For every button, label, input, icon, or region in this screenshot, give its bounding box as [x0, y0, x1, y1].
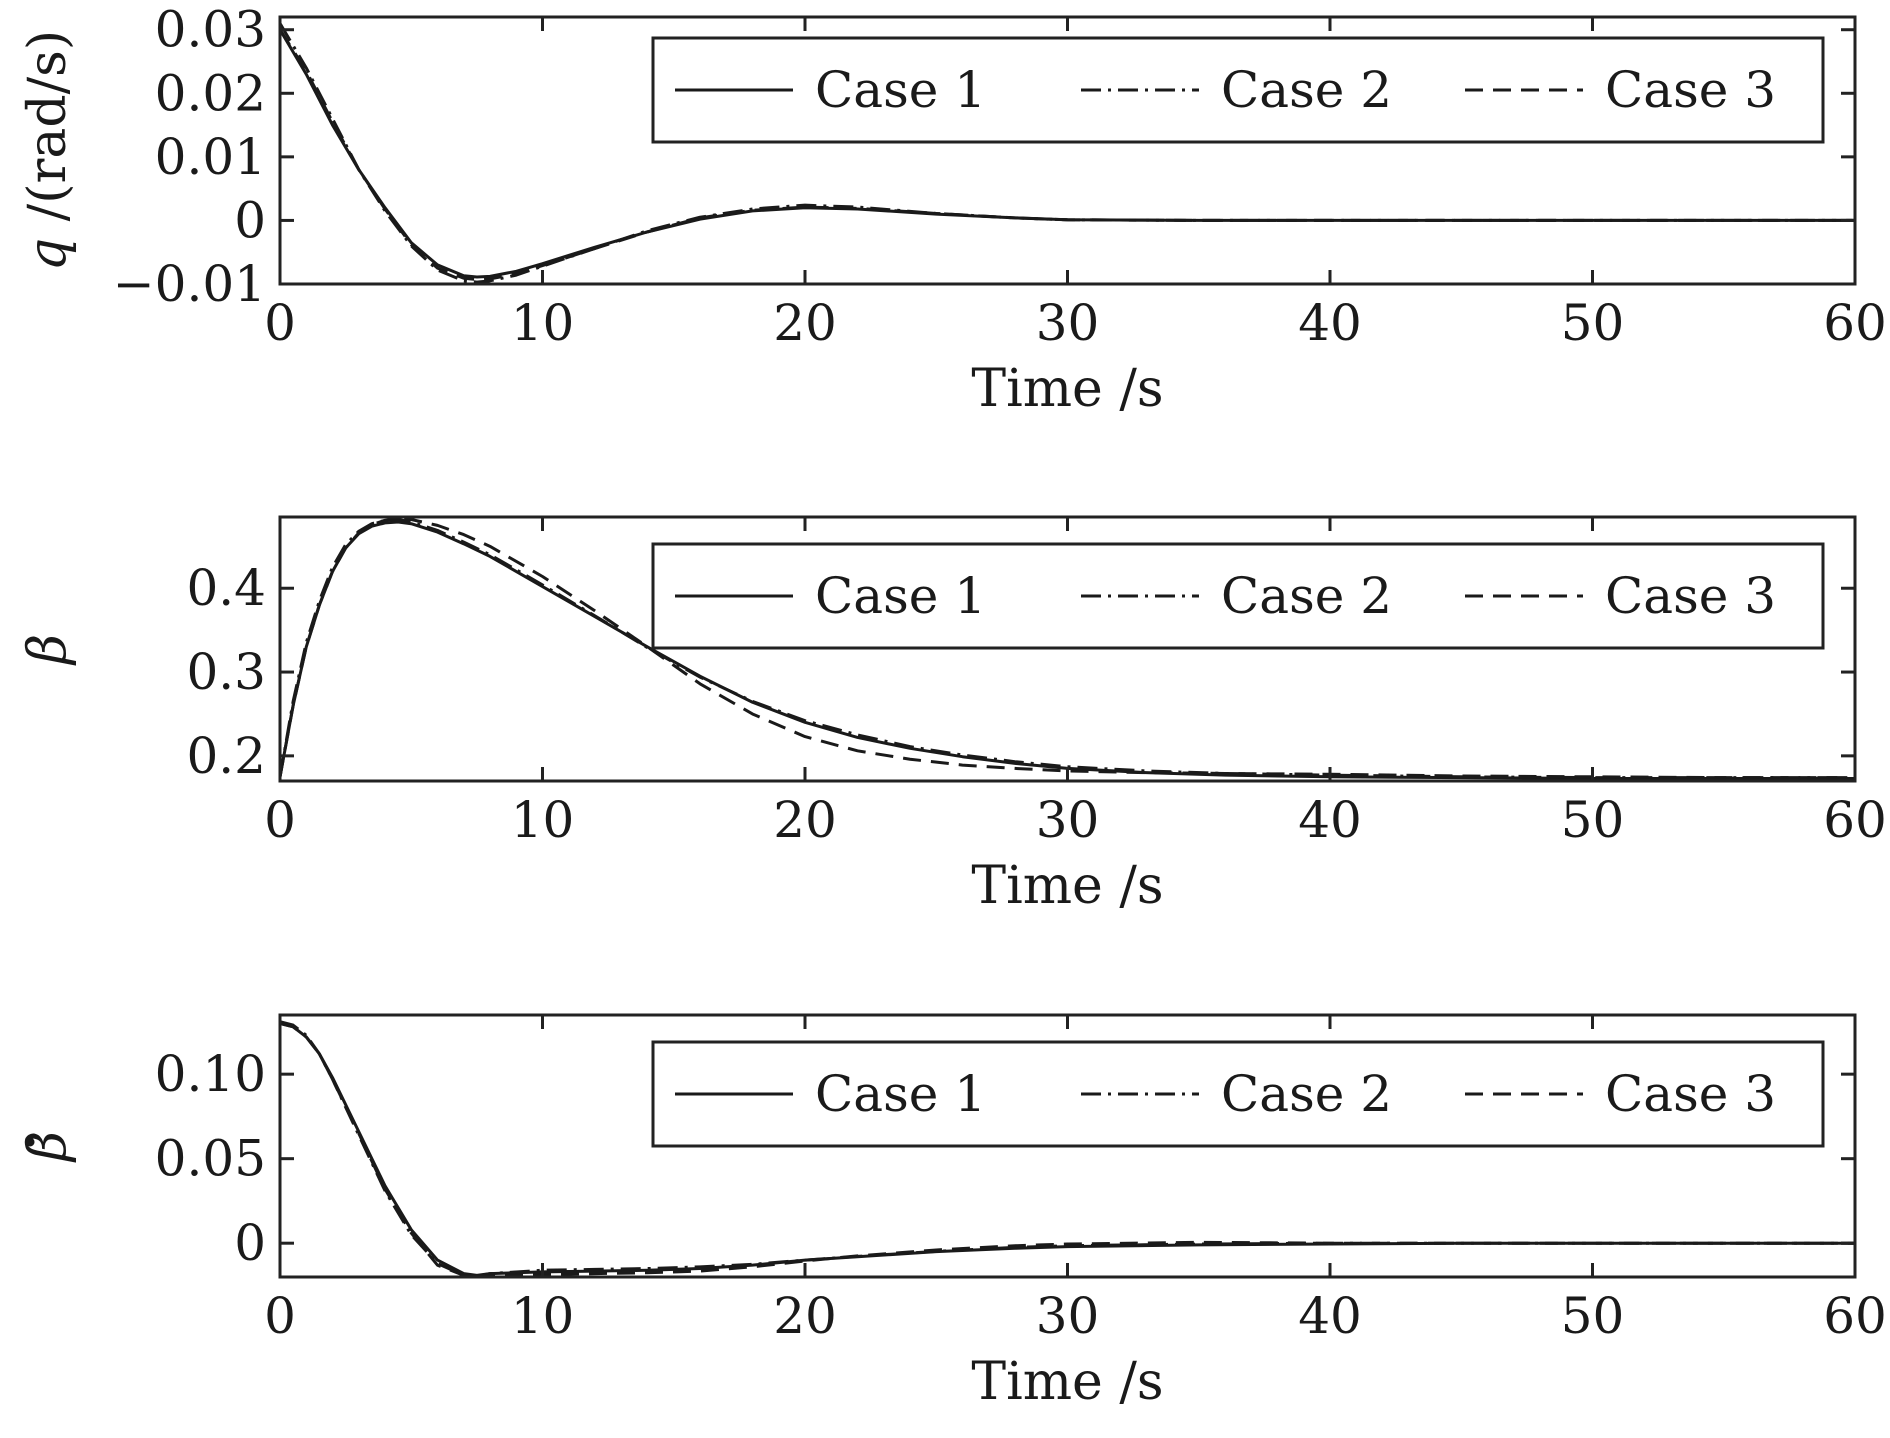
x-axis-title: Time /s: [971, 856, 1163, 916]
y-axis-variable: q: [18, 238, 78, 271]
y-axis-dot-accent: [25, 1137, 35, 1147]
x-tick-label: 10: [511, 791, 575, 849]
x-tick-label: 60: [1823, 791, 1887, 849]
y-tick-label: 0.02: [155, 64, 266, 122]
x-tick-label: 60: [1823, 1287, 1887, 1345]
series-line-case-3: [280, 517, 1855, 780]
x-tick-label: 30: [1036, 1287, 1100, 1345]
y-tick-label: 0.10: [155, 1045, 266, 1103]
legend-label-3: Case 3: [1605, 61, 1776, 119]
y-tick-label: 0.05: [155, 1130, 266, 1188]
legend: Case 1 Case 2 Case 3: [651, 542, 1825, 650]
legend-box: [651, 36, 1825, 144]
x-tick-label: 60: [1823, 294, 1887, 352]
x-tick-label: 30: [1036, 791, 1100, 849]
x-tick-label: 40: [1298, 294, 1362, 352]
y-tick-label: 0.03: [155, 1, 266, 59]
x-tick-label: 0: [264, 791, 296, 849]
y-axis-unit: /(rad/s): [18, 30, 78, 238]
legend-label-1: Case 1: [815, 61, 986, 119]
x-tick-label: 0: [264, 294, 296, 352]
legend-label-1: Case 1: [815, 1065, 986, 1123]
y-axis-variable: β: [18, 1131, 78, 1163]
x-tick-label: 20: [773, 294, 837, 352]
x-tick-label: 30: [1036, 294, 1100, 352]
legend-label-2: Case 2: [1221, 61, 1392, 119]
y-axis-variable: β: [18, 634, 78, 666]
legend-label-3: Case 3: [1605, 567, 1776, 625]
y-tick-label: 0: [234, 191, 266, 249]
x-tick-label: 50: [1561, 791, 1625, 849]
y-axis-title: β: [18, 634, 78, 666]
series-line-case-3: [280, 28, 1855, 282]
x-tick-label: 10: [511, 294, 575, 352]
y-tick-label: −0.01: [113, 255, 266, 313]
legend: Case 1 Case 2 Case 3: [651, 36, 1825, 144]
legend-box: [651, 1040, 1825, 1148]
x-tick-label: 40: [1298, 1287, 1362, 1345]
x-tick-label: 20: [773, 1287, 837, 1345]
y-tick-label: 0.3: [186, 643, 266, 701]
legend-label-3: Case 3: [1605, 1065, 1776, 1123]
y-axis-title: β: [18, 1131, 78, 1163]
legend: Case 1 Case 2 Case 3: [651, 1040, 1825, 1148]
x-tick-label: 50: [1561, 1287, 1625, 1345]
x-tick-label: 40: [1298, 791, 1362, 849]
legend-label-2: Case 2: [1221, 1065, 1392, 1123]
legend-label-2: Case 2: [1221, 567, 1392, 625]
legend-box: [651, 542, 1825, 650]
x-tick-label: 0: [264, 1287, 296, 1345]
y-tick-label: 0.2: [186, 727, 266, 785]
x-tick-label: 10: [511, 1287, 575, 1345]
y-tick-label: 0.4: [186, 559, 266, 617]
x-axis-title: Time /s: [971, 1352, 1163, 1412]
x-tick-label: 50: [1561, 294, 1625, 352]
y-tick-label: 0.01: [155, 128, 266, 186]
x-tick-label: 20: [773, 791, 837, 849]
x-axis-title: Time /s: [971, 359, 1163, 419]
y-axis-title: q /(rad/s): [18, 30, 78, 271]
y-tick-label: 0: [234, 1214, 266, 1272]
series-line-case-3: [280, 1021, 1855, 1277]
legend-label-1: Case 1: [815, 567, 986, 625]
